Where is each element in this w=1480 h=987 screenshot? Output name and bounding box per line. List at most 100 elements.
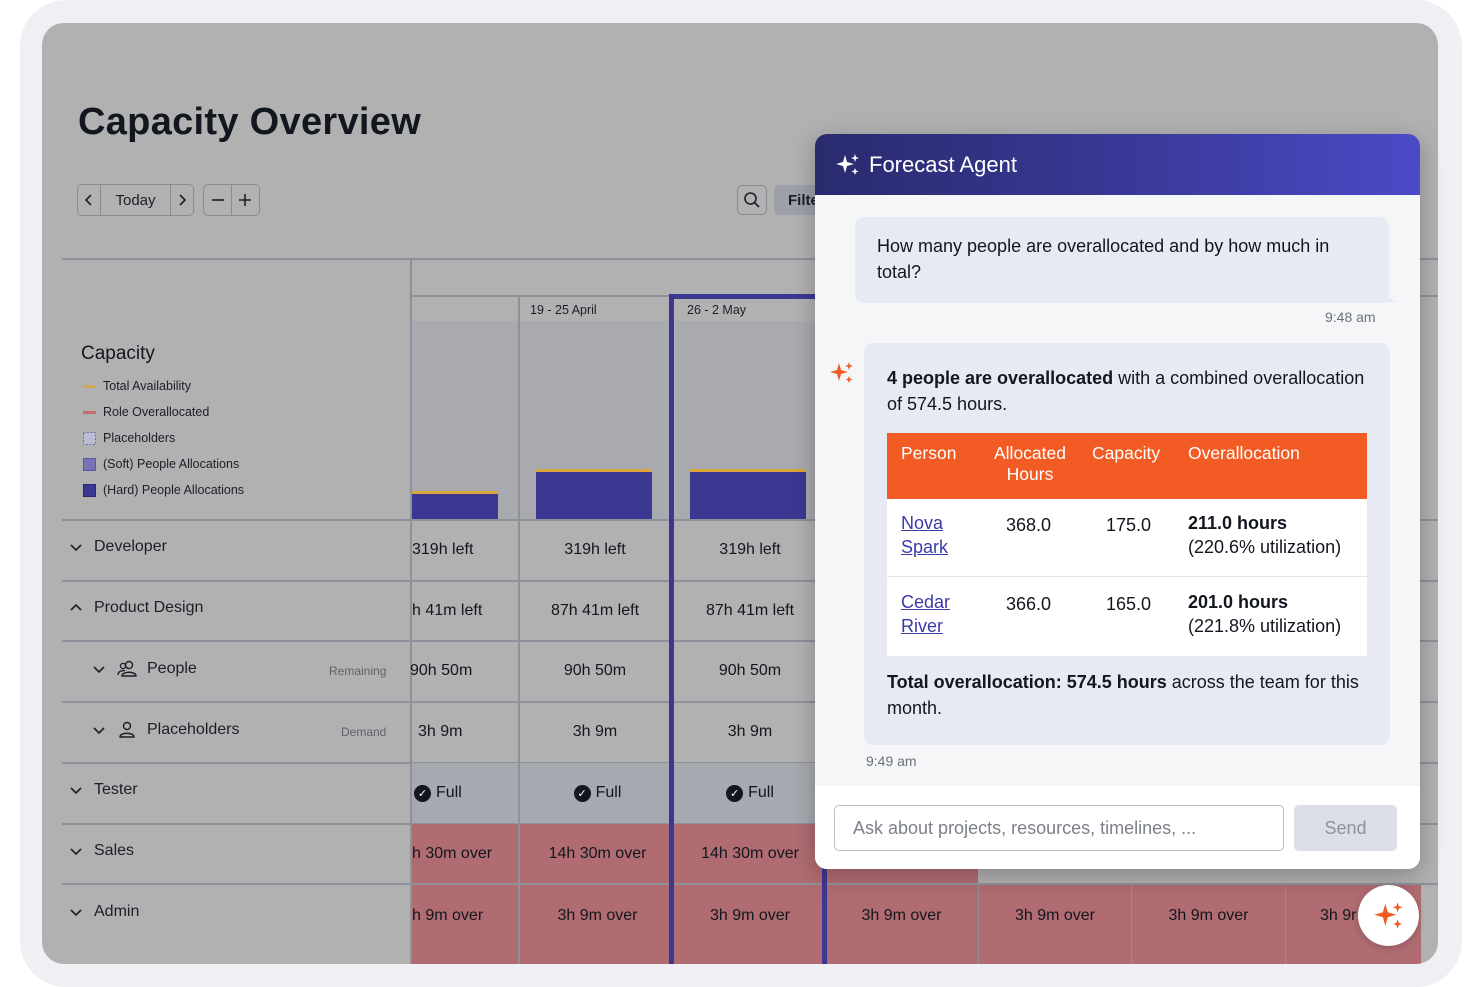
panel-header: Forecast Agent	[815, 134, 1420, 195]
grid-cell: 319h left	[719, 541, 781, 558]
week-header: 26 - 2 May	[687, 303, 747, 317]
grid-divider	[978, 883, 980, 964]
summary-bold: Total overallocation: 574.5 hours	[887, 672, 1167, 692]
utilization: (221.8% utilization)	[1188, 616, 1342, 636]
row-sales[interactable]: Sales	[68, 842, 134, 860]
page-title: Capacity Overview	[78, 101, 422, 143]
row-developer[interactable]: Developer	[68, 538, 167, 556]
chevron-down-icon	[93, 727, 105, 735]
table-cell: 201.0 hours (221.8% utilization)	[1188, 590, 1341, 638]
row-tester[interactable]: Tester	[68, 781, 138, 799]
table-cell: 165.0	[1106, 594, 1152, 614]
row-divider	[62, 823, 1438, 825]
agent-message: 4 people are overallocated with a combin…	[864, 343, 1390, 745]
table-cell-person: Nova Spark	[901, 511, 961, 559]
cell-text: Full	[436, 784, 462, 801]
send-button[interactable]: Send	[1294, 805, 1397, 851]
forecast-agent-panel: Forecast Agent How many people are overa…	[815, 134, 1420, 869]
user-message: How many people are overallocated and by…	[855, 217, 1389, 303]
grid-cell-over: 3h 9m over	[520, 885, 675, 964]
grid-divider	[518, 295, 520, 964]
grid-cell: 87h 41m left	[550, 601, 640, 619]
grid-cell-over: 14h 30m over	[520, 824, 675, 883]
person-link[interactable]: Nova Spark	[901, 513, 949, 557]
user-message-time: 9:48 am	[1325, 309, 1376, 325]
panel-title: Forecast Agent	[869, 151, 1017, 177]
agent-launcher-button[interactable]	[1358, 885, 1419, 946]
grid-cell: h 41m left	[412, 601, 483, 619]
legend-label: (Hard) People Allocations	[103, 483, 245, 497]
row-product-design[interactable]: Product Design	[68, 599, 203, 617]
grid-cell-over: 14h 30m over	[675, 824, 825, 883]
legend-label: Placeholders	[103, 431, 176, 445]
bubble-tail	[1380, 292, 1396, 303]
check-icon: ✓	[726, 784, 744, 802]
chat-input[interactable]	[834, 805, 1284, 851]
legend-item: Placeholders	[83, 425, 244, 451]
next-button[interactable]	[170, 185, 192, 215]
cell-text: Full	[748, 784, 774, 801]
grid-divider	[410, 258, 412, 964]
demand-label: Demand	[341, 725, 387, 739]
row-divider	[62, 762, 1438, 764]
grid-cell-over: h 9m over	[412, 885, 518, 964]
grid-cell: 319h left	[412, 541, 474, 558]
agent-sparkle-icon	[830, 362, 853, 383]
people-icon	[117, 660, 137, 677]
utilization: (220.6% utilization)	[1188, 537, 1342, 557]
agent-reply-text: 4 people are overallocated with a combin…	[887, 365, 1367, 417]
row-label: Tester	[94, 781, 138, 798]
grid-cell: 90h 50m	[563, 662, 627, 679]
grid-cell: 87h 41m left	[705, 601, 795, 619]
table-header-cell: Overallocation	[1188, 443, 1300, 463]
grid-cell: 90h 50m	[410, 662, 473, 679]
grid-cell-over: 3h 9m over	[1132, 885, 1285, 964]
dashed-square-icon	[83, 431, 96, 445]
legend-label: Total Availability	[103, 379, 192, 393]
capacity-bar-area	[412, 321, 518, 519]
sparkle-icon	[836, 153, 859, 175]
row-divider	[62, 519, 1438, 521]
chevron-down-icon	[70, 544, 82, 552]
zoom-out-button[interactable]	[204, 185, 231, 215]
person-link[interactable]: Cedar River	[901, 592, 951, 636]
grid-divider	[1285, 883, 1287, 964]
grid-cell: 319h left	[564, 541, 626, 558]
capacity-bar	[412, 491, 498, 519]
chat-input-bar: Send	[815, 786, 1420, 869]
table-header: Person Allocated Hours Capacity Overallo…	[887, 433, 1367, 499]
grid-cell: 90h 50m	[718, 662, 782, 679]
overallocation-hours: 211.0 hours	[1188, 513, 1288, 533]
table-cell: 211.0 hours (220.6% utilization)	[1188, 511, 1341, 559]
grid-divider	[1131, 883, 1133, 964]
chevron-down-icon	[70, 787, 82, 795]
prev-button[interactable]	[78, 185, 100, 215]
zoom-controls	[203, 184, 260, 216]
legend-item: (Soft) People Allocations	[83, 451, 244, 477]
current-week-highlight	[822, 861, 827, 964]
search-button[interactable]	[737, 185, 767, 215]
agent-summary: Total overallocation: 574.5 hours across…	[887, 669, 1367, 721]
grid-cell-full: ✓ Full	[520, 763, 675, 823]
agent-reply-bold: 4 people are overallocated	[887, 368, 1114, 388]
row-label: People	[147, 660, 197, 677]
week-header: 19 - 25 April	[530, 303, 597, 317]
chevron-down-icon	[93, 666, 105, 674]
row-people[interactable]: People	[91, 660, 197, 678]
row-divider	[62, 640, 1438, 642]
zoom-in-button[interactable]	[231, 185, 258, 215]
sparkle-icon	[1373, 901, 1403, 928]
row-placeholders[interactable]: Placeholders	[91, 721, 240, 739]
square-icon	[83, 483, 96, 497]
capacity-bar	[536, 469, 652, 519]
row-divider	[62, 701, 1438, 703]
legend-item: Role Overallocated	[83, 399, 244, 425]
row-label: Admin	[94, 903, 140, 920]
row-label: Developer	[94, 538, 167, 555]
current-week-highlight	[669, 294, 674, 964]
row-admin[interactable]: Admin	[68, 903, 139, 921]
summary-rest: across the team for this month.	[887, 672, 1359, 718]
capacity-legend-title: Capacity	[81, 343, 155, 364]
today-button[interactable]: Today	[100, 185, 170, 215]
grid-cell-over: 3h 9m over	[979, 885, 1131, 964]
